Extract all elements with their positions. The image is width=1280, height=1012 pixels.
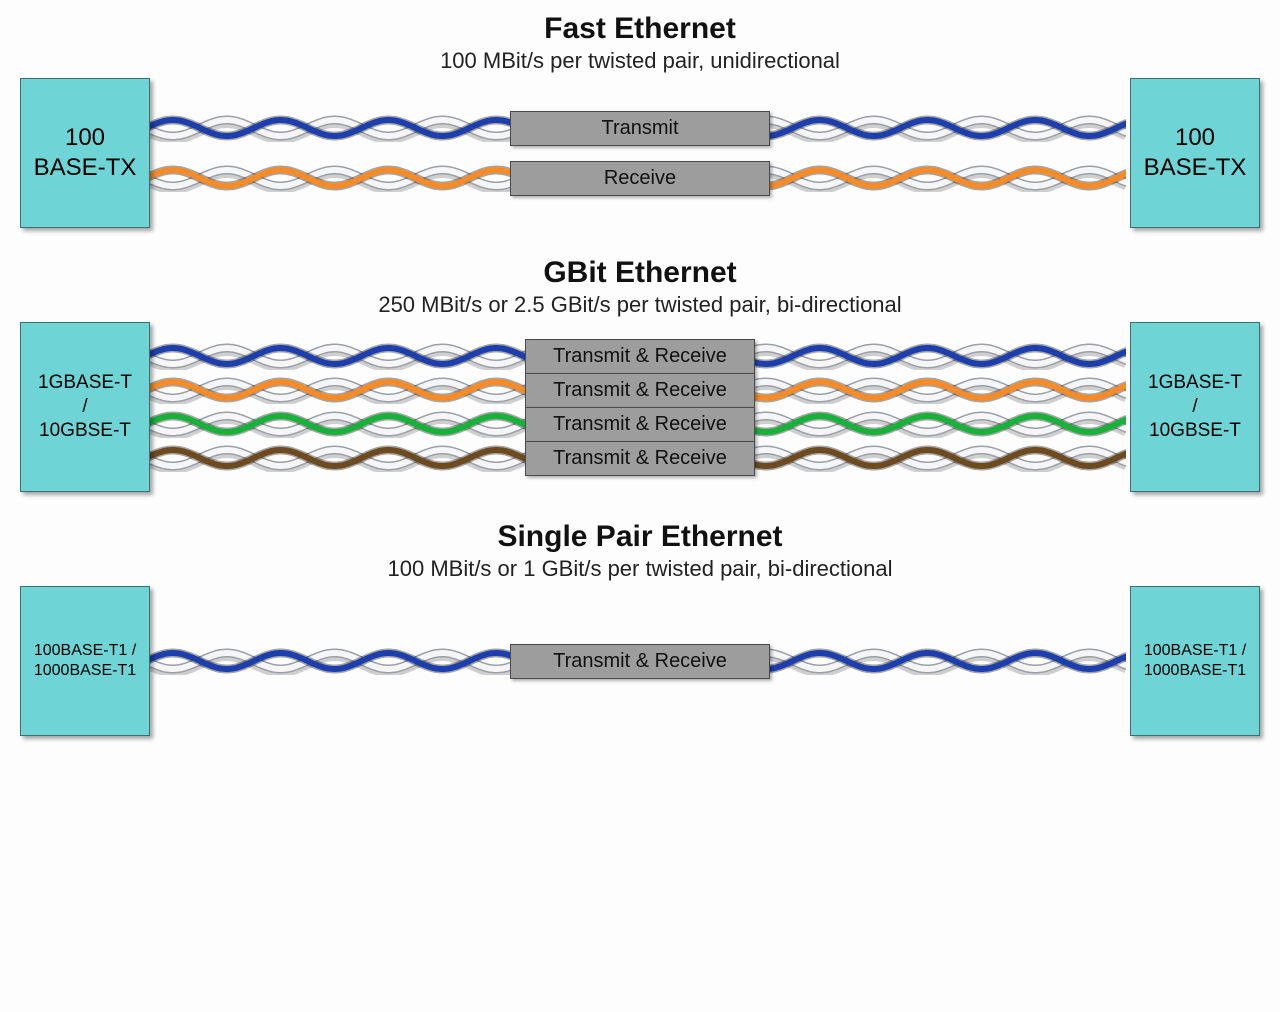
- fast-pair-0: Transmit: [150, 103, 1130, 153]
- gbit-title: GBit Ethernet: [20, 256, 1260, 290]
- fast-connector-right: 100 BASE-TX: [1130, 78, 1260, 228]
- gbit-subtitle: 250 MBit/s or 2.5 GBit/s per twisted pai…: [20, 292, 1260, 318]
- fast-cables: Transmit Receive: [150, 78, 1130, 228]
- gbit-connector-right: 1GBASE-T / 10GBSE-T: [1130, 322, 1260, 492]
- spe-subtitle: 100 MBit/s or 1 GBit/s per twisted pair,…: [20, 556, 1260, 582]
- gbit-pair-0: Transmit & Receive: [150, 339, 1130, 373]
- fast-connector-left: 100 BASE-TX: [20, 78, 150, 228]
- gbit-pair-label-2: Transmit & Receive: [525, 407, 755, 442]
- fast-pair-1: Receive: [150, 153, 1130, 203]
- spe-heading: Single Pair Ethernet 100 MBit/s or 1 GBi…: [20, 520, 1260, 582]
- spe-ethernet-section: Single Pair Ethernet 100 MBit/s or 1 GBi…: [20, 520, 1260, 736]
- fast-title: Fast Ethernet: [20, 12, 1260, 46]
- gbit-pair-label-0: Transmit & Receive: [525, 339, 755, 374]
- spe-row: 100BASE-T1 / 1000BASE-T1 Transmit & Rece…: [20, 586, 1260, 736]
- spe-pair-label-0: Transmit & Receive: [510, 644, 770, 679]
- gbit-pair-2: Transmit & Receive: [150, 407, 1130, 441]
- fast-pair-label-0: Transmit: [510, 111, 770, 146]
- spe-pair-0: Transmit & Receive: [150, 636, 1130, 686]
- spe-connector-right: 100BASE-T1 / 1000BASE-T1: [1130, 586, 1260, 736]
- gbit-heading: GBit Ethernet 250 MBit/s or 2.5 GBit/s p…: [20, 256, 1260, 318]
- gbit-connector-left: 1GBASE-T / 10GBSE-T: [20, 322, 150, 492]
- gbit-pair-label-3: Transmit & Receive: [525, 441, 755, 476]
- gbit-row: 1GBASE-T / 10GBSE-T Transmit & Receive T…: [20, 322, 1260, 492]
- gbit-pair-1: Transmit & Receive: [150, 373, 1130, 407]
- fast-ethernet-section: Fast Ethernet 100 MBit/s per twisted pai…: [20, 12, 1260, 228]
- gbit-ethernet-section: GBit Ethernet 250 MBit/s or 2.5 GBit/s p…: [20, 256, 1260, 492]
- spe-connector-left: 100BASE-T1 / 1000BASE-T1: [20, 586, 150, 736]
- fast-subtitle: 100 MBit/s per twisted pair, unidirectio…: [20, 48, 1260, 74]
- spe-title: Single Pair Ethernet: [20, 520, 1260, 554]
- fast-pair-label-1: Receive: [510, 161, 770, 196]
- gbit-pair-3: Transmit & Receive: [150, 441, 1130, 475]
- fast-row: 100 BASE-TX Transmit Receive 100 BASE-TX: [20, 78, 1260, 228]
- gbit-pair-label-1: Transmit & Receive: [525, 373, 755, 408]
- fast-heading: Fast Ethernet 100 MBit/s per twisted pai…: [20, 12, 1260, 74]
- gbit-cables: Transmit & Receive Transmit & Receive Tr…: [150, 322, 1130, 492]
- spe-cables: Transmit & Receive: [150, 586, 1130, 736]
